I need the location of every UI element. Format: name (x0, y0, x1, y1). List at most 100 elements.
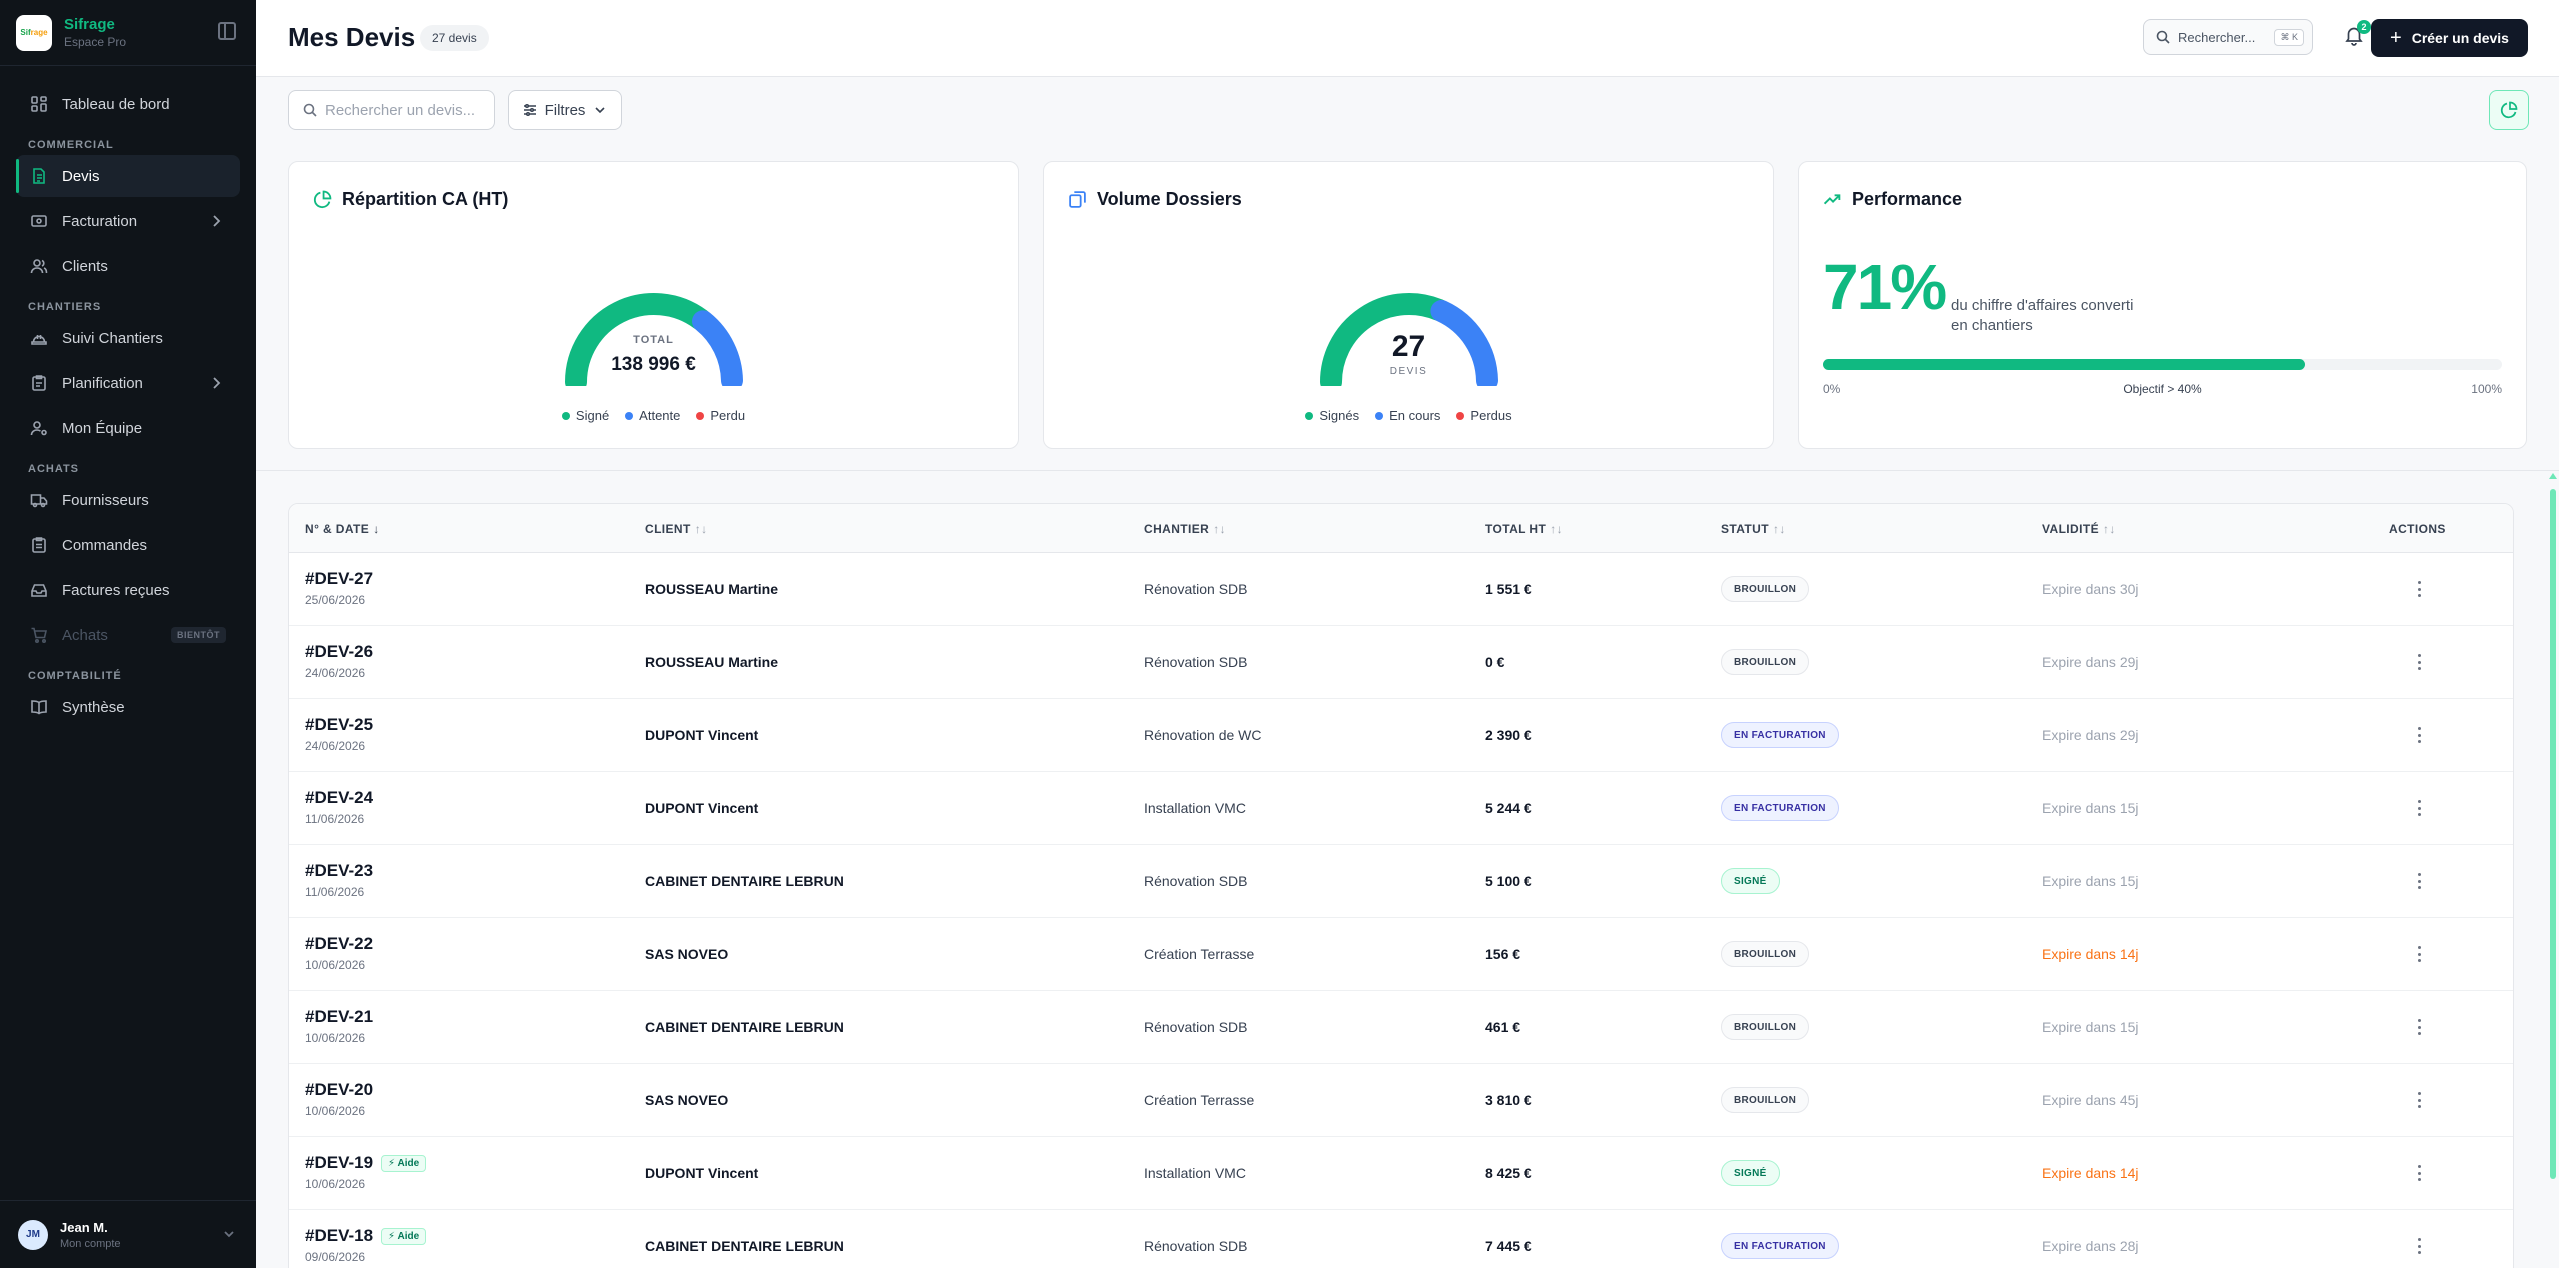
toggle-charts-button[interactable] (2489, 90, 2529, 130)
table-row[interactable]: #DEV-21 10/06/2026 CABINET DENTAIRE LEBRUN… (289, 991, 2513, 1064)
col-num-date[interactable]: N° & DATE ↓ (305, 522, 380, 536)
more-actions-icon[interactable] (2409, 651, 2429, 673)
sidebar-item-facturation[interactable]: Facturation (16, 200, 240, 242)
more-actions-icon[interactable] (2409, 1089, 2429, 1111)
sidebar-item-factures-recues[interactable]: Factures reçues (16, 569, 240, 611)
sliders-icon (523, 103, 536, 117)
quote-number[interactable]: #DEV-24 (305, 788, 374, 807)
col-status[interactable]: STATUT ↑↓ (1721, 522, 1786, 536)
more-actions-icon[interactable] (2409, 1162, 2429, 1184)
validity-text: Expire dans 15j (2042, 873, 2139, 889)
sidebar-item-dashboard[interactable]: Tableau de bord (16, 83, 240, 125)
table-row[interactable]: #DEV-19 ⚡ Aide 10/06/2026 DUPONT Vincent Ins… (289, 1137, 2513, 1210)
chevron-right-icon (213, 215, 221, 227)
client-name: ROUSSEAU Martine (645, 654, 779, 670)
table-row[interactable]: #DEV-26 24/06/2026 ROUSSEAU Martine Rénovat… (289, 626, 2513, 699)
sidebar-item-commandes[interactable]: Commandes (16, 524, 240, 566)
quote-date: 11/06/2026 (305, 812, 365, 826)
chevron-down-icon (224, 1231, 234, 1238)
more-actions-icon[interactable] (2409, 870, 2429, 892)
quote-number[interactable]: #DEV-20 (305, 1080, 374, 1099)
quote-number[interactable]: #DEV-22 (305, 934, 374, 953)
table-row[interactable]: #DEV-23 11/06/2026 CABINET DENTAIRE LEBRUN… (289, 845, 2513, 918)
more-actions-icon[interactable] (2409, 578, 2429, 600)
quote-number[interactable]: #DEV-27 (305, 569, 374, 588)
col-site[interactable]: CHANTIER ↑↓ (1144, 522, 1227, 536)
more-actions-icon[interactable] (2409, 797, 2429, 819)
validity-text: Expire dans 14j (2042, 946, 2139, 962)
global-search-button[interactable]: Rechercher... ⌘ K (2143, 19, 2313, 55)
quote-number[interactable]: #DEV-21 (305, 1007, 374, 1026)
client-name: CABINET DENTAIRE LEBRUN (645, 1238, 844, 1254)
hard-hat-icon (30, 329, 48, 347)
table-row[interactable]: #DEV-20 10/06/2026 SAS NOVEO Création Terra… (289, 1064, 2513, 1137)
pie-chart-icon (2500, 101, 2518, 119)
sidebar-item-equipe[interactable]: Mon Équipe (16, 407, 240, 449)
total-ht: 3 810 € (1485, 1092, 1532, 1108)
client-name: DUPONT Vincent (645, 1165, 759, 1181)
sidebar-collapse-icon[interactable] (218, 22, 236, 40)
scrollbar[interactable] (2547, 471, 2559, 1268)
total-ht: 7 445 € (1485, 1238, 1532, 1254)
progress-fill (1823, 359, 2306, 370)
total-ht: 5 100 € (1485, 873, 1532, 889)
quote-number[interactable]: #DEV-18 ⚡ Aide (305, 1226, 427, 1246)
col-client[interactable]: CLIENT ↑↓ (645, 522, 708, 536)
sidebar-item-devis[interactable]: Devis (16, 155, 240, 197)
table-row[interactable]: #DEV-24 11/06/2026 DUPONT Vincent Installat… (289, 772, 2513, 845)
sidebar-item-label: Devis (62, 167, 100, 185)
filters-button[interactable]: Filtres (508, 90, 622, 130)
sidebar-item-label: Commandes (62, 536, 148, 554)
status-badge: SIGNÉ (1721, 1160, 1780, 1186)
site-name: Rénovation SDB (1144, 1238, 1248, 1254)
files-icon (1069, 191, 1086, 208)
client-name: SAS NOVEO (645, 1092, 729, 1108)
quote-number[interactable]: #DEV-23 (305, 861, 374, 880)
more-actions-icon[interactable] (2409, 1235, 2429, 1257)
quote-number[interactable]: #DEV-26 (305, 642, 374, 661)
more-actions-icon[interactable] (2409, 943, 2429, 965)
sidebar-item-label: Suivi Chantiers (62, 329, 163, 347)
col-validity[interactable]: VALIDITÉ ↑↓ (2042, 522, 2116, 536)
account-name: Jean M. (60, 1219, 108, 1235)
sidebar-item-suivi-chantiers[interactable]: Suivi Chantiers (16, 317, 240, 359)
sidebar-item-planification[interactable]: Planification (16, 362, 240, 404)
table-row[interactable]: #DEV-27 25/06/2026 ROUSSEAU Martine Rénovat… (289, 553, 2513, 626)
table-row[interactable]: #DEV-18 ⚡ Aide 09/06/2026 CABINET DENTAIRE … (289, 1210, 2513, 1268)
user-cog-icon (30, 419, 48, 437)
more-actions-icon[interactable] (2409, 724, 2429, 746)
site-name: Création Terrasse (1144, 946, 1255, 962)
quote-search-input[interactable] (325, 101, 485, 119)
scroll-up-arrow[interactable] (2549, 473, 2557, 479)
account-menu[interactable]: JM Jean M. Mon compte (0, 1200, 256, 1268)
validity-text: Expire dans 15j (2042, 1019, 2139, 1035)
more-actions-icon[interactable] (2409, 1016, 2429, 1038)
quote-number[interactable]: #DEV-25 (305, 715, 374, 734)
users-icon (30, 257, 48, 275)
sidebar-item-fournisseurs[interactable]: Fournisseurs (16, 479, 240, 521)
sidebar-item-clients[interactable]: Clients (16, 245, 240, 287)
sidebar-item-label: Synthèse (62, 698, 125, 716)
sidebar-item-label: Factures reçues (62, 581, 170, 599)
scroll-thumb[interactable] (2550, 489, 2556, 1179)
quote-date: 10/06/2026 (305, 1177, 366, 1191)
client-name: DUPONT Vincent (645, 727, 759, 743)
quotes-table: N° & DATE ↓ CLIENT ↑↓ CHANTIER ↑↓ TOTAL HT ↑… (288, 503, 2514, 1268)
toolbar: Filtres (256, 77, 2559, 143)
site-name: Rénovation SDB (1144, 581, 1248, 597)
total-ht: 0 € (1485, 654, 1505, 670)
plus-icon: + (2390, 26, 2402, 49)
quote-search (288, 90, 495, 130)
col-total[interactable]: TOTAL HT ↑↓ (1485, 522, 1564, 536)
create-quote-button[interactable]: + Créer un devis (2371, 19, 2528, 57)
quote-date: 10/06/2026 (305, 1104, 366, 1118)
legend-item: Signé (561, 408, 609, 423)
objective-label: Objectif > 40% (2123, 382, 2202, 396)
sidebar-item-synthese[interactable]: Synthèse (16, 686, 240, 728)
clipboard-icon (30, 374, 48, 392)
global-search-label: Rechercher... (2178, 29, 2256, 45)
quote-number[interactable]: #DEV-19 ⚡ Aide (305, 1153, 427, 1173)
bell-icon[interactable] (2343, 24, 2365, 46)
table-row[interactable]: #DEV-22 10/06/2026 SAS NOVEO Création Terra… (289, 918, 2513, 991)
table-row[interactable]: #DEV-25 24/06/2026 DUPONT Vincent Rénovatio… (289, 699, 2513, 772)
